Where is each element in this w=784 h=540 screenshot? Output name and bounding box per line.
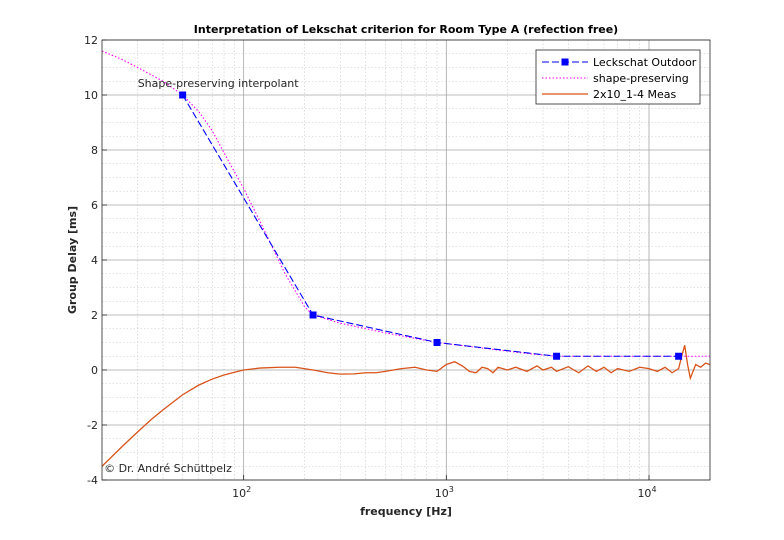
annotations: Shape-preserving interpolant © Dr. André … (104, 77, 299, 475)
x-axis-title: frequency [Hz] (360, 505, 452, 518)
x-tick-label: 103 (435, 485, 454, 500)
ticks: -4 -2 0 2 4 6 8 10 12 102 103 104 (84, 34, 657, 500)
data-point-marker (309, 311, 317, 319)
chart-title: Interpretation of Lekschat criterion for… (194, 23, 618, 36)
y-tick-label: 4 (91, 254, 98, 267)
series-line-2 (102, 345, 710, 467)
data-point-marker (675, 352, 683, 360)
y-tick-label: 6 (91, 199, 98, 212)
series-layer (102, 50, 710, 467)
y-tick-label: 0 (91, 364, 98, 377)
y-tick-label: 10 (84, 89, 98, 102)
x-tick-label: 102 (232, 485, 251, 500)
legend-marker (561, 58, 569, 66)
y-tick-label: -4 (87, 474, 98, 487)
x-tick-label: 104 (637, 485, 656, 500)
data-point-marker (433, 339, 441, 346)
legend: Leckschat Outdoor shape-preserving 2x10_1-… (535, 49, 701, 105)
y-axis-title: Group Delay [ms] (66, 206, 79, 314)
legend-label: 2x10_1-4 Meas (593, 88, 676, 101)
legend-label: shape-preserving (593, 72, 689, 85)
y-tick-label: 12 (84, 34, 98, 47)
data-point-marker (179, 91, 187, 99)
y-tick-label: 2 (91, 309, 98, 322)
legend-label: Leckschat Outdoor (593, 56, 697, 69)
y-tick-label: 8 (91, 144, 98, 157)
data-point-marker (553, 352, 561, 360)
annotation-label: Shape-preserving interpolant (138, 77, 300, 90)
y-tick-label: -2 (87, 419, 98, 432)
series-line-1 (102, 50, 710, 357)
annotation-label: © Dr. André Schüttpelz (104, 462, 232, 475)
